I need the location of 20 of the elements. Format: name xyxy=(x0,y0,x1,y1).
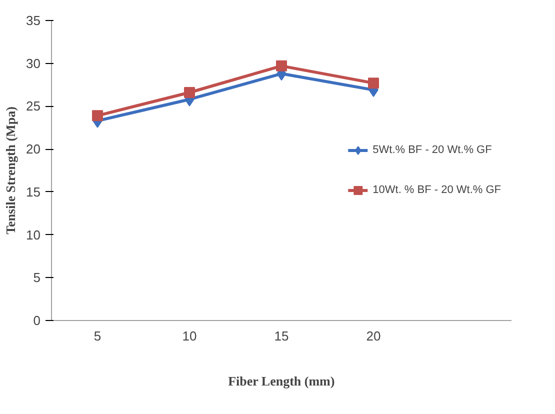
y-tick-label: 0 xyxy=(33,313,41,328)
legend-label: 5Wt.% BF - 20 Wt.% GF xyxy=(372,144,492,156)
x-tick-label: 15 xyxy=(274,328,289,344)
x-tick-label: 20 xyxy=(366,328,381,344)
point xyxy=(368,78,379,89)
point xyxy=(184,87,195,98)
x-tick-label: 5 xyxy=(94,328,102,344)
y-axis-title: Tensile Strength (Mpa) xyxy=(3,106,18,234)
y-tick-label: 10 xyxy=(26,227,41,242)
x-tick-label: 10 xyxy=(182,328,197,344)
y-tick-label: 30 xyxy=(26,56,41,71)
point xyxy=(92,110,103,122)
legend-label: 10Wt. % BF - 20 Wt.% GF xyxy=(372,184,501,196)
y-tick-label: 15 xyxy=(26,184,41,200)
y-tick-label: 5 xyxy=(33,270,41,286)
y-tick-label: 35 xyxy=(26,13,41,28)
y-tick-label: 20 xyxy=(26,142,41,157)
y-tick-label: 25 xyxy=(26,98,41,114)
x-axis-title: Fiber Length (mm) xyxy=(228,374,335,388)
point xyxy=(276,60,287,72)
